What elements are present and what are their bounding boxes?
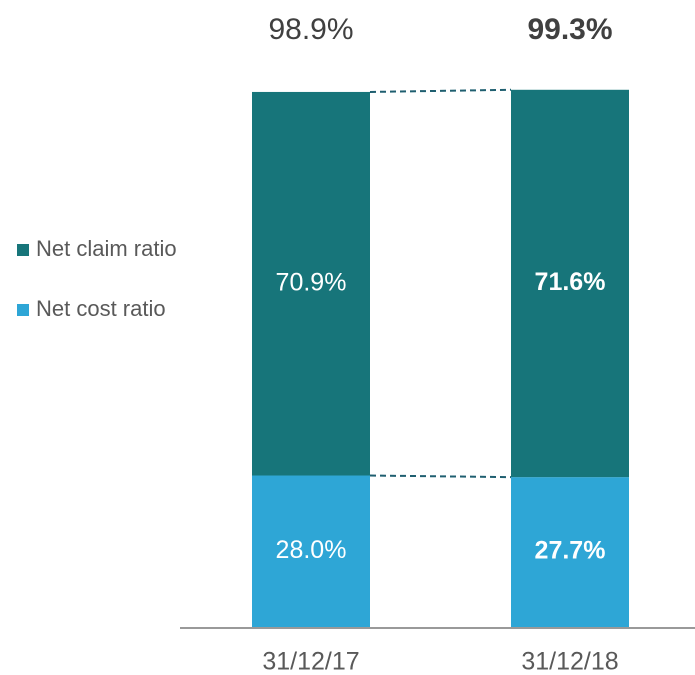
connector — [369, 474, 512, 479]
x-tick-label: 31/12/18 — [521, 648, 618, 675]
legend-swatch — [17, 244, 29, 256]
legend-label: Net cost ratio — [36, 296, 166, 321]
bar-segment — [252, 475, 370, 627]
value-label: 27.7% — [535, 537, 606, 565]
value-label: 70.9% — [276, 268, 347, 296]
value-label: 28.0% — [276, 536, 347, 564]
value-label: 71.6% — [535, 268, 606, 296]
bar-segment — [511, 89, 629, 478]
legend-swatch — [17, 304, 29, 316]
total-label: 98.9% — [268, 13, 353, 46]
bar-segment — [511, 477, 629, 627]
bar-segment — [252, 91, 370, 476]
legend-label: Net claim ratio — [36, 236, 177, 261]
connector — [369, 88, 512, 93]
total-label: 99.3% — [527, 13, 612, 46]
x-tick-label: 31/12/17 — [262, 648, 359, 675]
